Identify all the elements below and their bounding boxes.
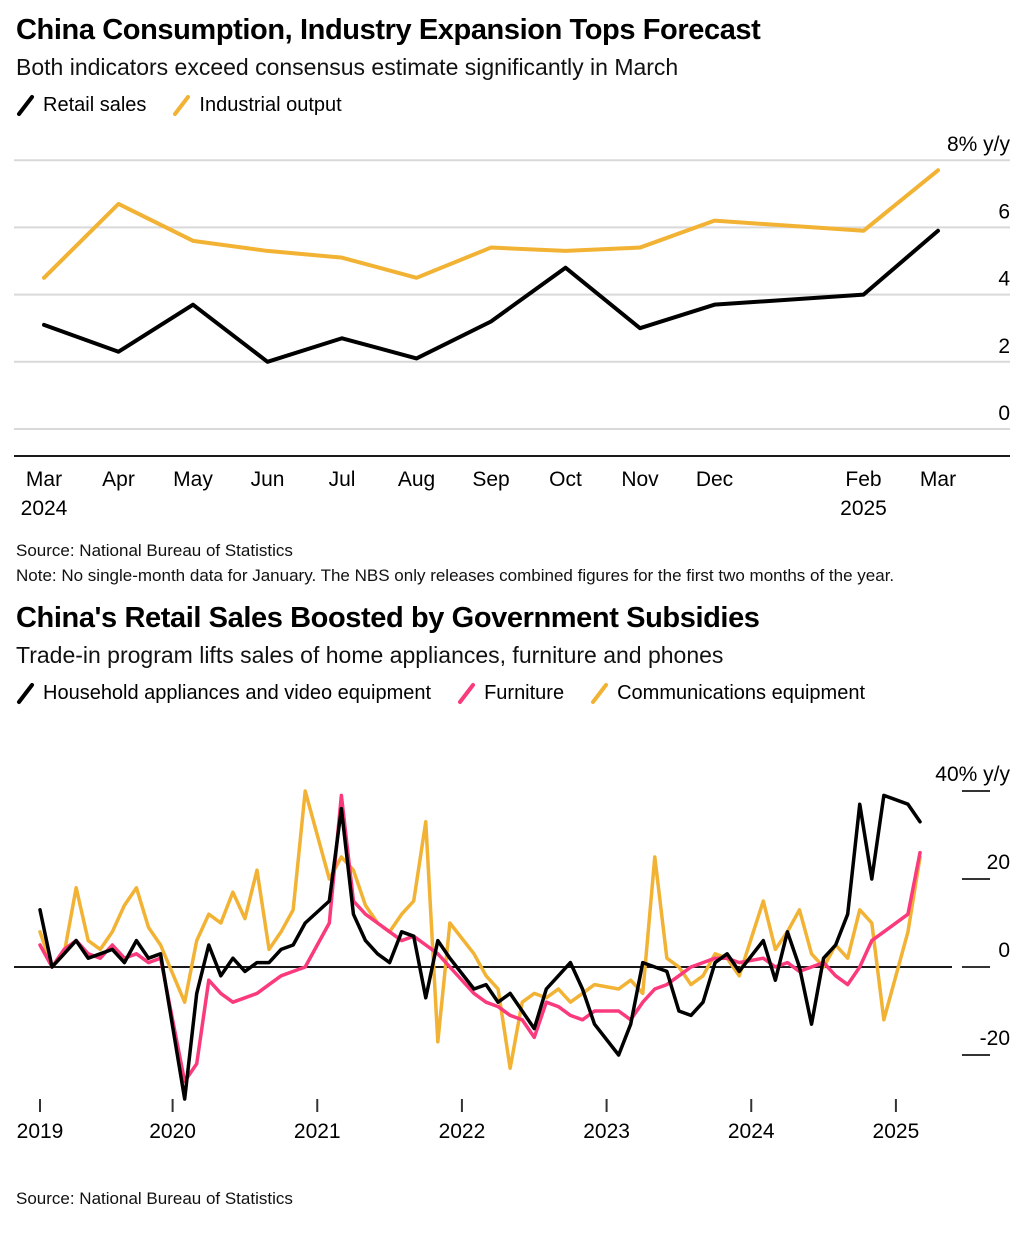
x-axis-label: Apr (102, 468, 135, 491)
legend-item-household-appliances: Household appliances and video equipment (16, 681, 431, 705)
legend-slash-icon (591, 683, 609, 704)
x-axis-label: Mar (26, 468, 62, 491)
legend-item-communications-equipment: Communications equipment (590, 681, 865, 705)
x-axis-year-label: 2025 (873, 1120, 920, 1143)
chart2-subtitle: Trade-in program lifts sales of home app… (16, 642, 724, 669)
legend-slash-icon (173, 95, 191, 117)
chart-section-top: China Consumption, Industry Expansion To… (0, 14, 1024, 588)
y-axis-label: 4 (998, 268, 1010, 291)
chart1-source: Source: National Bureau of Statistics (16, 541, 293, 561)
series-line-industrial-output (42, 168, 940, 280)
chart2-title: China's Retail Sales Boosted by Governme… (16, 601, 760, 634)
chart2-legend: Household appliances and video equipment… (16, 680, 1008, 706)
x-axis-label: Jun (251, 468, 285, 491)
x-axis-label: May (173, 468, 213, 491)
legend-label: Industrial output (199, 93, 342, 116)
y-axis-label: -20 (980, 1027, 1010, 1050)
x-axis-year-label: 2022 (439, 1120, 486, 1143)
x-axis-label: Oct (549, 468, 582, 491)
y-axis-label: 8% y/y (947, 133, 1011, 156)
x-axis-label: Jul (329, 468, 356, 491)
x-axis-year-label: 2025 (840, 497, 887, 520)
chart1-title: China Consumption, Industry Expansion To… (16, 14, 761, 46)
y-axis-label: 0 (998, 402, 1010, 425)
legend-label: Household appliances and video equipment (43, 681, 432, 704)
y-axis-label: 2 (998, 335, 1010, 358)
chart1-note: Note: No single-month data for January. … (16, 566, 895, 585)
y-axis-label: 40% y/y (935, 763, 1010, 786)
x-axis-year-label: 2024 (21, 497, 68, 520)
legend-label: Retail sales (43, 93, 147, 116)
y-axis-label: 0 (998, 939, 1010, 962)
chart-section-bottom: China's Retail Sales Boosted by Governme… (0, 602, 1024, 1211)
chart2-plot: -20 0 20 40% y/y 2019 2020 2021 2022 2023 2024 202… (14, 763, 1010, 1143)
y-axis-label: 6 (998, 200, 1010, 223)
x-axis-year-label: 2023 (583, 1120, 630, 1143)
legend-label: Furniture (484, 681, 565, 704)
series-line-household-appliances (38, 793, 922, 1101)
legend-slash-icon (17, 95, 34, 117)
x-axis-label: Mar (920, 468, 956, 491)
series-line-communications-equipment (38, 789, 922, 1070)
x-axis-label: Sep (472, 468, 509, 491)
legend-slash-icon (17, 683, 34, 704)
chart2-source: Source: National Bureau of Statistics (16, 1189, 293, 1208)
legend-item-retail-sales: Retail sales (16, 93, 146, 117)
legend-item-furniture: Furniture (457, 681, 564, 705)
legend-slash-icon (458, 683, 476, 704)
legend-item-industrial-output: Industrial output (172, 93, 342, 117)
x-axis-year-label: 2024 (728, 1120, 775, 1143)
x-axis-label: Nov (621, 468, 659, 491)
y-axis-label: 20 (987, 851, 1010, 874)
x-axis-label: Dec (696, 468, 733, 491)
chart1-subtitle: Both indicators exceed consensus estimat… (16, 54, 679, 81)
chart1-legend: Retail sales Industrial output (16, 92, 1008, 118)
x-axis-label: Aug (398, 468, 435, 491)
x-axis-year-label: 2021 (294, 1120, 341, 1143)
x-axis-year-label: 2020 (149, 1120, 196, 1143)
x-axis-label: Feb (845, 468, 881, 491)
chart1-plot: 0 2 4 6 8% y/y Mar 2024 Apr May Jun Jul Aug Sep Oct No… (14, 133, 1011, 520)
x-axis-year-label: 2019 (17, 1120, 64, 1143)
legend-label: Communications equipment (617, 681, 865, 704)
series-line-retail-sales (42, 228, 940, 364)
